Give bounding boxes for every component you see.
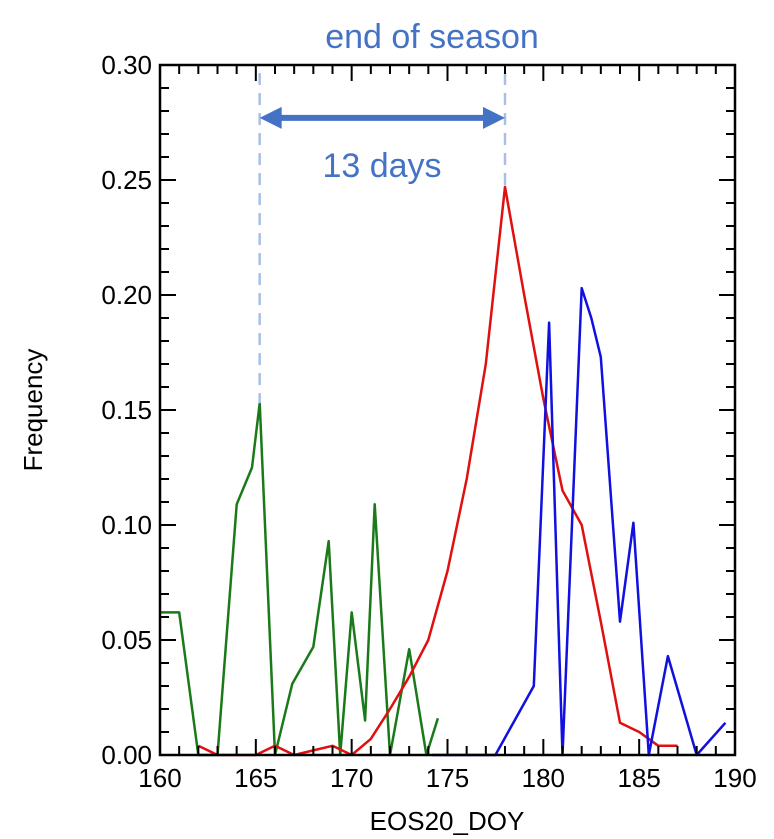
x-tick-label: 165 (234, 763, 277, 793)
y-tick-label: 0.00 (101, 740, 152, 770)
y-tick-label: 0.10 (101, 510, 152, 540)
y-tick-label: 0.30 (101, 50, 152, 80)
series-line-2 (197, 185, 678, 757)
y-tick-label: 0.15 (101, 395, 152, 425)
tick-layer: 160 165 170 175 180 185 190 0.00 0.05 0.10 0.15 0.2… (101, 50, 756, 793)
y-tick-label: 0.25 (101, 165, 152, 195)
annotation-title: end of season (325, 18, 539, 56)
guide-layer (258, 73, 507, 404)
plot-area (160, 65, 735, 755)
y-axis-label: Frequency (18, 349, 48, 472)
arrow-head-left-icon (259, 106, 282, 129)
arrow-head-right-icon (483, 106, 505, 129)
x-tick-label: 175 (426, 763, 469, 793)
x-tick-label: 185 (617, 763, 660, 793)
x-tick-label: 160 (138, 763, 181, 793)
x-tick-label: 190 (713, 763, 756, 793)
y-tick-label: 0.20 (101, 280, 152, 310)
x-tick-label: 180 (522, 763, 565, 793)
y-tick-label: 0.05 (101, 625, 152, 655)
annotation-days: 13 days (322, 147, 441, 185)
x-tick-label: 170 (330, 763, 373, 793)
x-axis-label: EOS20_DOY (370, 806, 525, 836)
